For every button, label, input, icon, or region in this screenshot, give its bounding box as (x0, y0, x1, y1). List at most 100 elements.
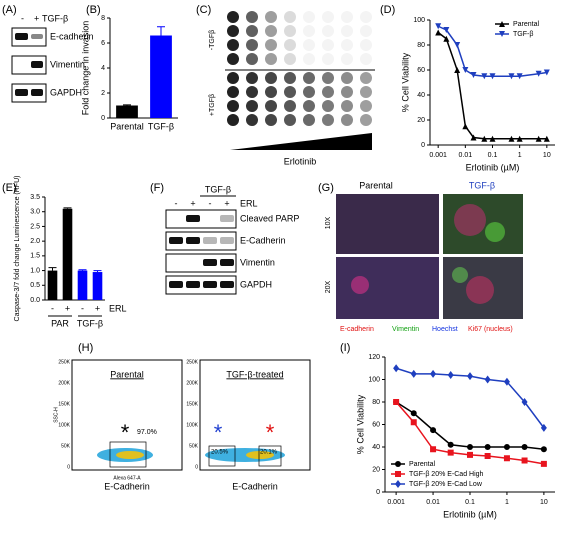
point (503, 455, 510, 462)
colony (284, 114, 296, 126)
axis-label: E-Cadherin (104, 481, 150, 491)
y-tick-label: 6 (101, 40, 105, 47)
colony (246, 39, 258, 51)
stain-label: Ki67 (nucleus) (468, 326, 513, 333)
band (220, 281, 234, 288)
bar (150, 35, 172, 118)
bar (62, 208, 73, 300)
sign: - (209, 198, 212, 208)
band (186, 281, 200, 288)
cell-cloud (116, 451, 144, 459)
blot-frame (165, 231, 237, 251)
point (543, 69, 550, 76)
point (410, 369, 417, 378)
y-tick-label: 40 (372, 444, 380, 451)
colony (303, 25, 315, 37)
point (462, 123, 469, 130)
gate-label: 20.5% (211, 450, 229, 456)
blot-label: Vimentin (240, 257, 275, 267)
x-tick-label: + (65, 303, 70, 313)
point (543, 135, 550, 142)
panel-letter: (B) (86, 4, 101, 16)
y-tick-label: 20 (372, 466, 380, 473)
plate-label: +TGFβ (209, 94, 216, 116)
gradient-wedge (230, 133, 372, 150)
blot-label: E-cadherin (50, 31, 94, 41)
legend-marker (395, 480, 401, 488)
blot-frame (11, 83, 47, 103)
point (454, 42, 461, 48)
colony (227, 114, 239, 126)
point (503, 444, 510, 450)
point (540, 446, 547, 453)
colony (303, 100, 315, 112)
blot-label: Vimentin (50, 59, 85, 69)
stain-label: E-cadherin (340, 326, 374, 333)
point (454, 67, 461, 73)
colony (303, 39, 315, 51)
colony (322, 25, 334, 37)
colony (341, 114, 353, 126)
blot-label: Cleaved PARP (240, 213, 299, 223)
x-annotation: ERL (109, 303, 127, 313)
micrographs: Parental TGF-β 10X 20X E-cadherin Viment… (325, 180, 523, 333)
colony (227, 25, 239, 37)
colony (341, 39, 353, 51)
point (430, 446, 437, 453)
colony (227, 53, 239, 65)
row-label: 20X (325, 280, 332, 293)
colony (284, 39, 296, 51)
point (470, 72, 477, 78)
colony (303, 53, 315, 65)
point (481, 135, 488, 142)
point (540, 460, 547, 467)
x-tick-label: TGF-β (148, 121, 174, 131)
band (31, 89, 43, 96)
point (521, 444, 528, 450)
point (410, 419, 417, 426)
colony (227, 39, 239, 51)
point (484, 444, 491, 450)
x-tick-label: 0.001 (429, 152, 447, 159)
point (535, 70, 542, 77)
band (203, 259, 217, 266)
y-tick-label: 150K (186, 401, 198, 407)
point (516, 73, 523, 80)
x-tick-label: 0.001 (387, 499, 405, 506)
colony (284, 86, 296, 98)
colony (322, 100, 334, 112)
colony (360, 39, 372, 51)
point (447, 371, 454, 379)
colony (227, 11, 239, 23)
legend-marker (395, 471, 401, 477)
error-bar (78, 269, 87, 271)
plot-title: Parental (110, 369, 144, 379)
point (467, 444, 473, 450)
y-axis-title: % Cell Viability (400, 52, 410, 112)
colony (322, 72, 334, 84)
point (508, 135, 515, 142)
y-tick-label: 200K (58, 380, 70, 386)
bar (92, 272, 103, 300)
y-axis-title: Caspase-3/7 fold change Luminescence (RF… (14, 176, 21, 322)
colony (341, 11, 353, 23)
sign: - (21, 13, 24, 23)
colony (322, 11, 334, 23)
y-tick-label: 120 (368, 354, 380, 361)
point (393, 399, 400, 405)
colony (284, 72, 296, 84)
point (443, 35, 450, 42)
point (393, 364, 400, 373)
colony (265, 53, 277, 65)
colony (246, 114, 258, 126)
panel-letter: (C) (196, 4, 211, 16)
y-tick-label: 2 (101, 90, 105, 97)
stain-label: Vimentin (392, 326, 419, 333)
point (516, 135, 523, 142)
y-tick-label: 50K (189, 443, 199, 449)
axis-label: E-Cadherin (232, 481, 278, 491)
point (467, 451, 473, 458)
band (220, 259, 234, 266)
y-tick-label: 1.0 (30, 267, 40, 274)
